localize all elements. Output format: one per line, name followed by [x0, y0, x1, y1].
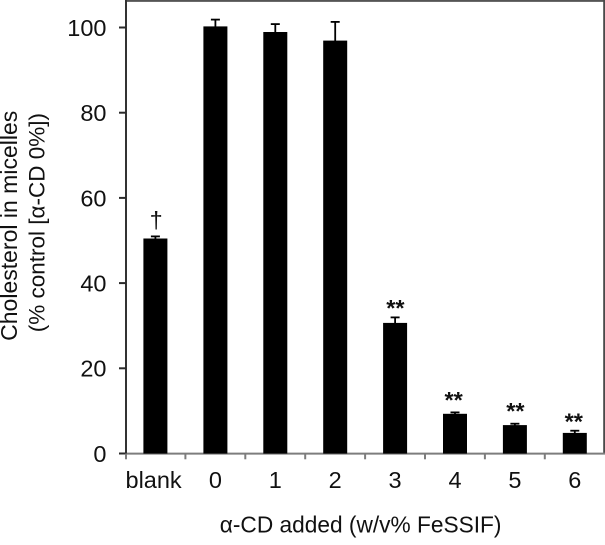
svg-text:6: 6: [568, 467, 581, 493]
svg-text:Cholesterol in micelles: Cholesterol in micelles: [0, 111, 22, 341]
svg-text:4: 4: [448, 467, 461, 493]
svg-text:2: 2: [329, 467, 342, 493]
svg-text:5: 5: [508, 467, 521, 493]
svg-text:80: 80: [80, 100, 106, 126]
svg-text:(% control [α-CD 0%]): (% control [α-CD 0%]): [24, 113, 49, 332]
svg-text:60: 60: [80, 185, 106, 211]
svg-text:1: 1: [269, 467, 282, 493]
svg-text:α-CD added (w/v% FeSSIF): α-CD added (w/v% FeSSIF): [220, 512, 502, 538]
svg-text:**: **: [565, 409, 584, 435]
svg-text:**: **: [386, 295, 405, 321]
svg-text:0: 0: [209, 467, 222, 493]
svg-text:40: 40: [80, 271, 106, 297]
svg-text:**: **: [444, 387, 463, 413]
svg-text:100: 100: [67, 15, 106, 41]
svg-text:3: 3: [389, 467, 402, 493]
svg-text:blank: blank: [126, 467, 182, 493]
svg-text:20: 20: [80, 356, 106, 382]
svg-text:†: †: [150, 207, 163, 233]
svg-text:0: 0: [93, 441, 106, 467]
svg-text:**: **: [506, 398, 525, 424]
